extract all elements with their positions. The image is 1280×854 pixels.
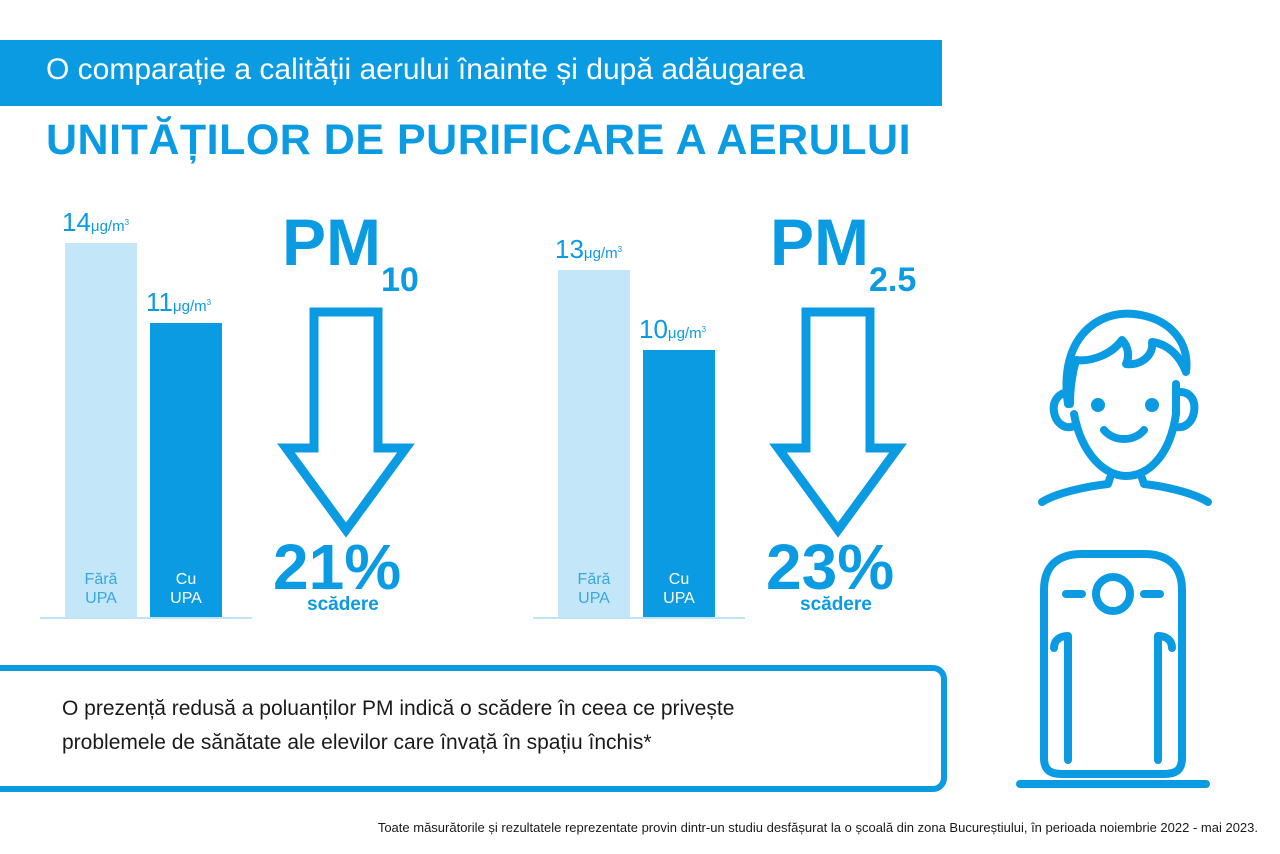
value-label-without-upa: 14μg/m3 — [62, 207, 130, 237]
value-label-without-upa: 13μg/m3 — [555, 233, 623, 264]
down-arrow-icon — [769, 307, 907, 538]
value-label-with-upa: 10μg/m3 — [639, 314, 707, 345]
air-purifier-icon — [1016, 550, 1210, 788]
pm25-reduction-label: scădere — [800, 594, 872, 615]
bar-with-upa: Cu UPA — [150, 323, 222, 618]
header-title: UNITĂȚILOR DE PURIFICARE A AERULUI — [46, 116, 912, 164]
note-box — [0, 665, 947, 792]
bar-label-with-upa: Cu UPA — [663, 571, 695, 607]
bar-without-upa: Fără UPA — [558, 269, 630, 618]
pm10-heading: PM10 — [282, 205, 419, 299]
pm25-bar-chart: Fără UPA Cu UPA 13μg/m3 10μg/m3 — [533, 200, 748, 618]
pm10-reduction-label: scădere — [307, 594, 379, 615]
bar-label-without-upa: Fără UPA — [84, 571, 118, 607]
bar-label-with-upa: Cu UPA — [170, 571, 202, 607]
bar-with-upa: Cu UPA — [643, 350, 715, 618]
down-arrow-icon — [277, 307, 415, 538]
bar-without-upa: Fără UPA — [65, 243, 137, 618]
header-subtitle: O comparație a calității aerului înainte… — [46, 53, 805, 86]
footnote: Toate măsurătorile și rezultatele reprez… — [377, 820, 1258, 835]
pm10-reduction-percent: 21% — [273, 531, 402, 603]
value-label-with-upa: 11μg/m3 — [146, 287, 212, 318]
note-text: O prezență redusă a poluanților PM indic… — [62, 697, 735, 754]
bar-label-without-upa: Fără UPA — [577, 571, 611, 607]
pm25-reduction-percent: 23% — [766, 531, 895, 603]
child-face-icon — [1038, 309, 1212, 506]
pm25-heading: PM2.5 — [770, 205, 917, 299]
chart-baseline — [533, 617, 745, 619]
header-banner: O comparație a calității aerului înainte… — [0, 40, 942, 106]
pm10-bar-chart: Fără UPA Cu UPA 14μg/m3 11μg/m3 — [40, 200, 255, 618]
chart-baseline — [40, 617, 252, 619]
